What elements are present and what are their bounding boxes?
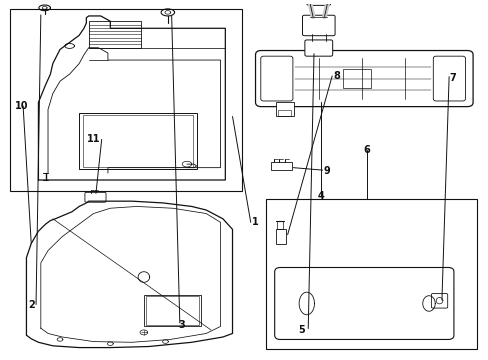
Text: 2: 2 <box>28 300 35 310</box>
Bar <box>277 221 282 229</box>
FancyBboxPatch shape <box>306 0 330 5</box>
FancyBboxPatch shape <box>304 40 332 56</box>
Bar <box>270 162 292 170</box>
Bar <box>79 113 196 170</box>
Text: 1: 1 <box>251 217 258 227</box>
Bar <box>342 69 371 88</box>
Text: 10: 10 <box>16 101 29 111</box>
Bar <box>265 199 476 349</box>
FancyBboxPatch shape <box>302 15 334 36</box>
Bar <box>275 102 293 117</box>
FancyBboxPatch shape <box>255 50 472 107</box>
Text: 11: 11 <box>87 134 101 144</box>
Bar <box>143 294 201 327</box>
Text: 7: 7 <box>448 73 455 83</box>
Text: 8: 8 <box>332 71 339 81</box>
Bar <box>10 9 242 190</box>
Text: 9: 9 <box>323 166 330 176</box>
Bar <box>89 21 141 48</box>
Bar <box>82 116 193 167</box>
Bar <box>278 111 291 116</box>
Text: 3: 3 <box>179 320 185 330</box>
Bar <box>146 296 199 325</box>
Bar <box>275 229 285 243</box>
FancyBboxPatch shape <box>274 267 453 339</box>
FancyBboxPatch shape <box>85 192 106 202</box>
Text: 5: 5 <box>298 325 305 335</box>
Text: 4: 4 <box>317 191 324 201</box>
FancyBboxPatch shape <box>430 294 447 308</box>
Text: 6: 6 <box>363 145 369 155</box>
